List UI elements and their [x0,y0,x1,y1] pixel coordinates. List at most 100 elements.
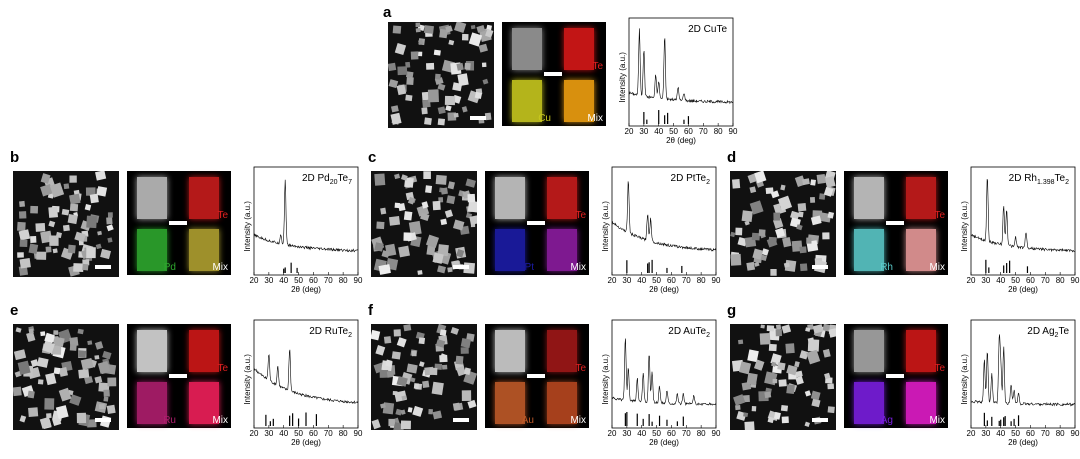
nanosheet [379,369,389,378]
nanosheet [48,206,59,218]
nanosheet [19,258,31,269]
y-axis-label: Intensity (a.u.) [960,201,969,252]
nanosheet [484,112,492,121]
nanosheet [463,367,471,376]
tem-image [730,324,836,430]
x-tick-label: 30 [622,429,631,438]
eds-map: Te Cu Mix [502,22,606,126]
nanosheet [394,202,401,209]
nanosheet [28,328,34,334]
x-tick-label: 90 [1071,429,1080,438]
eds-label-mix: Mix [212,415,228,426]
x-tick-label: 50 [1011,429,1020,438]
nanosheet [437,244,449,257]
nanosheet [827,406,835,414]
nanosheet [396,337,407,348]
nanosheet [394,173,401,180]
nanosheet [423,171,431,180]
eds-map: Te Pd Mix [127,171,231,275]
eds-mix: Mix [896,223,948,275]
nanosheet [37,379,44,385]
x-tick-label: 50 [669,127,678,136]
xrd-title: 2D AuTe2 [668,326,710,339]
scale-bar [527,221,545,225]
nanosheet [400,174,408,181]
nanosheet [69,394,82,406]
nanosheet [827,383,835,390]
nanosheet [440,218,448,226]
nanosheet [58,387,72,402]
nanosheet [778,379,787,387]
nanosheet [94,355,100,360]
nanosheet [434,73,441,80]
eds-label-mix: Mix [929,262,945,273]
nanosheet [440,187,448,195]
nanosheet [470,24,476,30]
xrd-svg: 20 30 40 50 60 70 80 90 2θ (deg) Intensity (a.u.)… [618,17,738,145]
nanosheet [780,184,786,191]
scale-bar [544,72,562,76]
nanosheet [812,324,824,334]
nanosheet [77,328,84,335]
x-tick-label: 40 [637,429,646,438]
tem-image [371,324,477,430]
scale-bar [169,221,187,225]
nanosheet [99,404,105,410]
nanosheet [744,421,755,430]
xrd-curve [611,338,716,407]
xrd-plot: 20 30 40 50 60 70 80 90 2θ (deg) Intensity (a.u.)… [242,166,363,295]
nanosheet [482,78,489,85]
eds-flake [189,229,219,271]
nanosheet [30,205,39,214]
nanosheet [18,229,31,241]
x-tick-label: 20 [250,276,259,285]
nanosheet [80,357,94,370]
nanosheet [467,200,477,213]
eds-mix: Mix [896,376,948,428]
nanosheet [737,237,748,247]
nanosheet [432,410,443,420]
nanosheet [62,224,70,232]
nanosheet [413,383,419,390]
nanosheet [744,220,750,226]
tem-image [13,324,119,430]
nanosheet [52,417,62,427]
nanosheet [95,243,102,250]
nanosheet [766,325,775,332]
xrd-svg: 20 30 40 50 60 70 80 90 2θ (deg) Intensity (a.u.)… [960,166,1080,294]
nanosheet [52,336,65,347]
nanosheet [432,252,444,264]
nanosheet [421,201,429,209]
x-tick-label: 50 [294,429,303,438]
eds-label-te: Te [575,210,586,221]
y-axis-label: Intensity (a.u.) [960,354,969,405]
xrd-title: 2D Pd20Te7 [302,173,352,186]
nanosheet [822,232,830,240]
x-tick-label: 80 [339,276,348,285]
nanosheet [53,367,61,375]
nanosheet [28,407,39,418]
nanosheet [731,179,741,189]
nanosheet [84,375,94,385]
nanosheet [30,359,39,368]
nanosheet [427,89,439,103]
nanosheet [448,39,455,46]
x-tick-label: 70 [682,429,691,438]
nanosheet [474,91,483,100]
xrd-curve [628,28,734,105]
y-axis-label: Intensity (a.u.) [601,201,610,252]
eds-flake [189,330,219,372]
x-tick-label: 90 [712,276,721,285]
eds-mix: Mix [537,376,589,428]
nanosheet [40,331,46,337]
nanosheet [437,83,446,91]
nanosheet [84,203,92,211]
panel-a: a Te Cu Mix 20 30 40 50 60 70 80 90 2θ (deg) Intensit… [383,4,738,146]
eds-label-element: Ru [163,415,176,426]
nanosheet [410,51,419,60]
xrd-title: 2D Ag2Te [1027,326,1069,339]
nanosheet [69,193,81,205]
eds-label-element: Pt [524,262,534,273]
nanosheet [426,62,435,70]
nanosheet [40,173,51,184]
